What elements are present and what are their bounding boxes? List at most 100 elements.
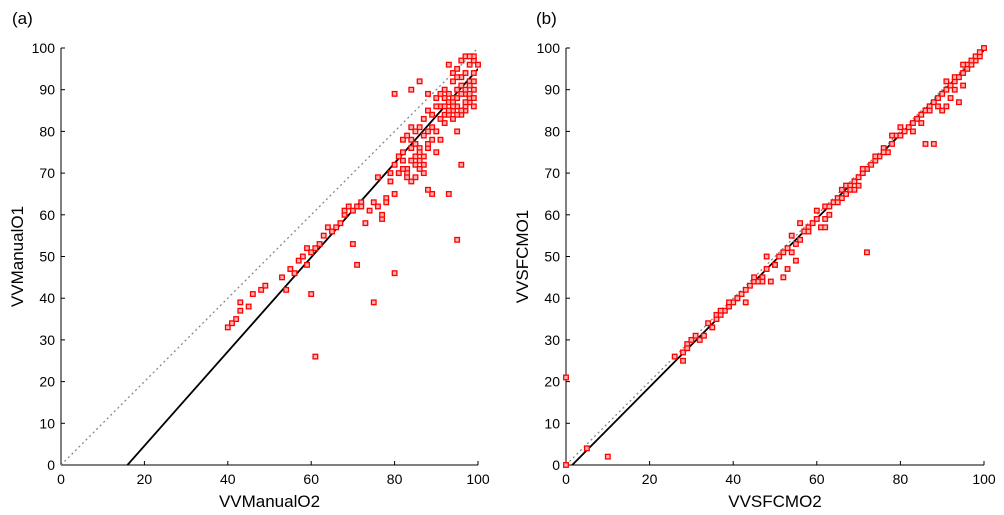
- data-point: [859, 165, 866, 172]
- data-point: [717, 307, 724, 314]
- data-point: [918, 111, 925, 118]
- y-tick-label: 80: [39, 123, 55, 139]
- y-tick-label: 20: [544, 374, 560, 390]
- identity-line: [566, 48, 984, 465]
- data-point: [391, 90, 398, 97]
- data-point: [470, 95, 477, 101]
- data-point: [864, 249, 870, 256]
- data-point: [960, 70, 967, 76]
- data-point: [383, 199, 390, 206]
- data-point: [391, 270, 398, 277]
- x-tick-label: 100: [466, 471, 490, 487]
- data-point: [262, 282, 269, 289]
- data-point: [312, 353, 319, 360]
- data-point: [391, 161, 398, 168]
- data-point: [408, 145, 415, 152]
- data-point: [224, 324, 231, 331]
- y-tick-label: 10: [544, 415, 560, 431]
- data-point: [935, 95, 941, 101]
- data-point: [458, 90, 465, 97]
- data-point: [374, 203, 381, 210]
- data-point: [433, 149, 440, 156]
- data-point: [437, 90, 444, 97]
- data-point: [420, 170, 427, 177]
- data-point: [399, 165, 406, 172]
- data-point: [454, 128, 461, 135]
- x-tick-label: 100: [972, 471, 996, 487]
- data-point: [466, 53, 473, 60]
- data-point: [751, 274, 758, 281]
- data-point: [813, 207, 820, 214]
- data-point: [968, 57, 975, 64]
- data-point: [299, 253, 306, 260]
- data-point: [466, 90, 473, 97]
- data-point: [295, 257, 302, 264]
- data-point: [445, 90, 452, 97]
- data-point: [851, 186, 858, 193]
- data-point: [291, 270, 298, 277]
- data-point: [454, 95, 461, 101]
- data-point: [470, 70, 477, 76]
- y-tick-label: 0: [552, 457, 560, 473]
- y-tick-label: 50: [39, 249, 55, 265]
- data-point: [333, 224, 340, 231]
- data-point: [797, 236, 804, 243]
- data-point: [772, 261, 778, 268]
- data-point: [433, 128, 440, 135]
- data-point: [734, 295, 741, 302]
- y-tick-label: 90: [544, 82, 560, 98]
- data-point: [229, 320, 235, 327]
- data-point: [408, 124, 415, 131]
- data-point: [792, 241, 799, 247]
- data-point: [838, 186, 845, 193]
- data-point: [408, 178, 415, 185]
- data-point: [458, 107, 465, 114]
- y-tick-label: 10: [39, 415, 55, 431]
- data-point: [458, 82, 465, 89]
- data-point: [425, 186, 431, 193]
- data-point: [349, 207, 356, 214]
- data-point: [671, 353, 678, 360]
- y-tick-label: 30: [544, 332, 560, 348]
- data-point: [475, 61, 481, 68]
- data-point: [329, 228, 335, 235]
- data-point: [889, 140, 895, 147]
- data-point: [947, 95, 954, 101]
- data-point: [826, 203, 833, 210]
- data-point: [337, 220, 344, 227]
- data-point: [399, 149, 406, 156]
- data-point: [943, 86, 950, 93]
- data-point: [746, 282, 753, 289]
- data-point: [909, 128, 916, 135]
- data-point: [450, 70, 456, 76]
- data-point: [470, 78, 477, 85]
- data-point: [834, 199, 841, 206]
- data-point: [308, 291, 315, 297]
- data-point: [425, 90, 431, 97]
- data-point: [813, 216, 820, 222]
- data-point: [320, 232, 327, 239]
- x-tick-label: 0: [562, 471, 570, 487]
- x-tick-label: 40: [725, 471, 741, 487]
- data-point: [822, 216, 829, 222]
- data-point: [914, 115, 921, 122]
- data-point: [939, 90, 946, 97]
- data-point: [805, 228, 812, 235]
- data-point: [425, 107, 431, 114]
- data-point: [450, 78, 456, 85]
- data-point: [960, 61, 967, 68]
- panel-label: (a): [12, 9, 33, 28]
- data-point: [304, 261, 310, 268]
- y-tick-label: 60: [39, 207, 55, 223]
- data-point: [680, 349, 686, 356]
- data-point: [454, 65, 461, 72]
- x-axis-label: VVSFCMO2: [728, 492, 822, 511]
- data-point: [304, 245, 310, 252]
- data-point: [429, 190, 436, 197]
- data-point: [797, 220, 804, 227]
- data-point: [738, 291, 745, 297]
- data-point: [341, 207, 348, 214]
- data-point: [370, 299, 377, 306]
- data-point: [429, 111, 436, 118]
